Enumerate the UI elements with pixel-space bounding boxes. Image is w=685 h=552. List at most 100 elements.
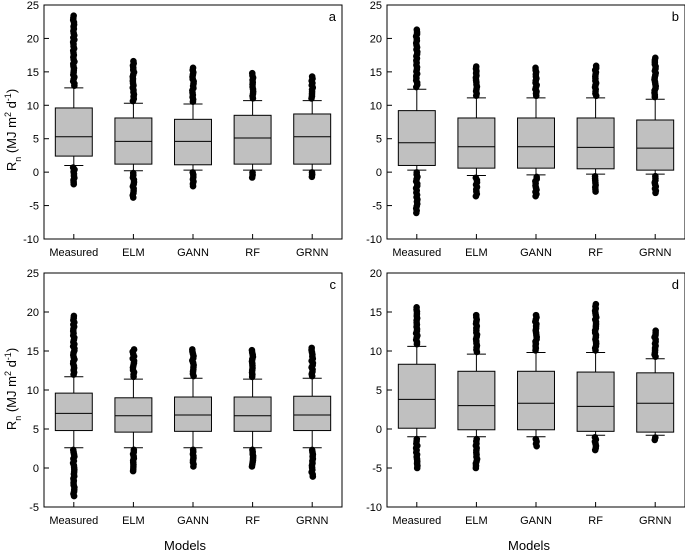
box-measured (54, 12, 93, 188)
box-grnn (636, 327, 675, 444)
x-tick-label: ELM (122, 247, 145, 259)
panel-label: b (672, 9, 679, 24)
box-iqr (174, 396, 212, 432)
x-tick-label: GANN (520, 247, 552, 259)
box-gann (174, 64, 212, 190)
box-grnn (293, 344, 332, 480)
y-tick-label: 20 (370, 33, 382, 45)
x-tick-label: Measured (49, 515, 98, 527)
outlier-point-low (532, 192, 539, 200)
y-tick-label: 0 (33, 463, 39, 475)
y-tick-label: 15 (370, 307, 382, 319)
y-tick-label: 5 (33, 424, 39, 436)
outlier-point-low (70, 180, 78, 188)
y-tick-label: 25 (370, 0, 382, 12)
box-elm (114, 346, 153, 475)
y-tick-label: 10 (27, 385, 39, 397)
y-tick-label: 0 (376, 424, 382, 436)
box-elm (114, 57, 153, 201)
outlier-point-high (130, 346, 138, 353)
outlier-point-high (652, 327, 659, 335)
outlier-point-low (533, 442, 540, 450)
box-iqr (576, 371, 615, 432)
box-measured (397, 304, 436, 472)
box-iqr (397, 110, 436, 166)
y-tick-label: -5 (29, 502, 39, 514)
outlier-point-high (652, 54, 659, 62)
box-iqr (457, 370, 496, 431)
y-tick-label: 15 (370, 67, 382, 79)
box-iqr (636, 119, 675, 171)
outlier-point-low (592, 188, 599, 195)
y-tick-label: 20 (370, 268, 382, 280)
y-axis-title-bottom: Rn (MJ m2 d-1) (3, 348, 23, 430)
outlier-point-high (308, 344, 315, 352)
x-tick-label: GRNN (296, 247, 328, 259)
box-iqr (636, 372, 675, 433)
outlier-point-low (472, 192, 480, 200)
y-axis-title-top: Rn (MJ m2 d-1) (3, 89, 23, 171)
outlier-point-low (413, 209, 420, 217)
box-grnn (636, 54, 675, 197)
panel-label: a (329, 9, 337, 24)
y-tick-label: 5 (33, 134, 39, 146)
box-iqr (397, 363, 436, 429)
box-iqr (293, 395, 332, 432)
outlier-point-high (308, 73, 316, 80)
y-tick-label: 10 (27, 100, 39, 112)
outlier-point-high (472, 63, 480, 70)
x-tick-label: GANN (520, 515, 552, 527)
outlier-point-low (413, 464, 421, 472)
outlier-point-high (532, 311, 540, 319)
outlier-point-low (309, 473, 317, 480)
box-rf (576, 300, 615, 454)
outlier-point-low (129, 467, 137, 475)
panel-a: -10 -5 0 5 10 15 20 25 a Measured ELM GANN RF GRNN (23, 0, 343, 259)
x-tick-label: RF (245, 247, 260, 259)
x-tick-label: GRNN (639, 247, 671, 259)
outlier-point-high (413, 304, 420, 311)
y-tick-label: -10 (366, 234, 382, 246)
x-tick-label: RF (588, 515, 603, 527)
outlier-point-high (189, 64, 197, 72)
x-tick-label: GRNN (296, 515, 328, 527)
panel-b: -10 -5 0 5 10 15 20 25 b Measured ELM GANN RF GRNN (366, 0, 685, 259)
outlier-point-high (592, 62, 600, 70)
box-gann (517, 311, 555, 450)
x-tick-label: ELM (465, 247, 488, 259)
x-tick-label: RF (245, 515, 260, 527)
y-tick-label: 0 (376, 167, 382, 179)
outlier-point-low (591, 446, 599, 454)
box-elm (457, 63, 496, 200)
box-iqr (54, 392, 93, 432)
y-tick-label: 5 (376, 385, 382, 397)
x-axis-title-left: Models (164, 538, 206, 552)
x-tick-label: Measured (392, 247, 441, 259)
outlier-point-low (189, 182, 197, 190)
outlier-point-high (472, 311, 480, 319)
x-tick-label: Measured (392, 515, 441, 527)
outlier-point-low (248, 463, 256, 470)
y-tick-label: 5 (376, 134, 382, 146)
y-tick-label: 10 (370, 346, 382, 358)
x-tick-label: ELM (122, 515, 145, 527)
panel-c: -5 0 5 10 15 20 25 c Measured ELM GANN RF GRNN (27, 268, 343, 527)
y-tick-label: -5 (372, 201, 382, 213)
panel-d: -10 -5 0 5 10 15 20 d Measured ELM GANN RF GRNN (366, 268, 685, 527)
box-iqr (114, 397, 153, 433)
box-grnn (293, 73, 332, 181)
outlier-point-high (413, 26, 421, 34)
x-tick-label: RF (588, 247, 603, 259)
outlier-point-low (652, 189, 659, 197)
box-iqr (54, 107, 93, 157)
outlier-point-low (70, 492, 78, 500)
y-tick-label: 20 (27, 33, 39, 45)
y-tick-label: 0 (33, 167, 39, 179)
outlier-point-high (70, 312, 78, 320)
y-tick-label: 25 (27, 0, 39, 12)
outlier-point-low (129, 194, 137, 201)
y-tick-label: 15 (27, 67, 39, 79)
box-iqr (293, 113, 332, 165)
outlier-point-high (70, 12, 77, 19)
box-iqr (517, 370, 555, 431)
